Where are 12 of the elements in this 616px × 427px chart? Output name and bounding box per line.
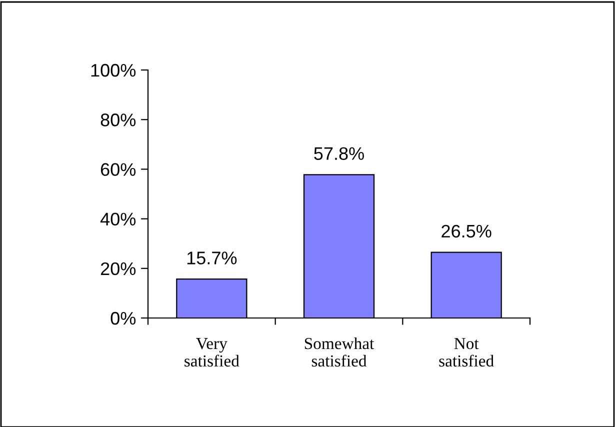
y-tick-label: 0%: [110, 312, 136, 325]
y-tick-label: 80%: [100, 114, 136, 126]
x-tick-label: Very satisfied: [184, 338, 240, 367]
y-tick-label: 40%: [100, 212, 136, 226]
y-tick-label: 20%: [100, 262, 136, 276]
x-tick-label: Somewhat satisfied: [304, 337, 374, 367]
data-label: 26.5%: [442, 224, 492, 238]
y-tick-label: 60%: [100, 163, 136, 176]
x-tick-label: Not satisfied: [439, 338, 494, 367]
data-label: 57.8%: [314, 147, 364, 160]
y-tick-label: 100%: [91, 64, 136, 77]
data-label: 15.7%: [187, 252, 237, 264]
